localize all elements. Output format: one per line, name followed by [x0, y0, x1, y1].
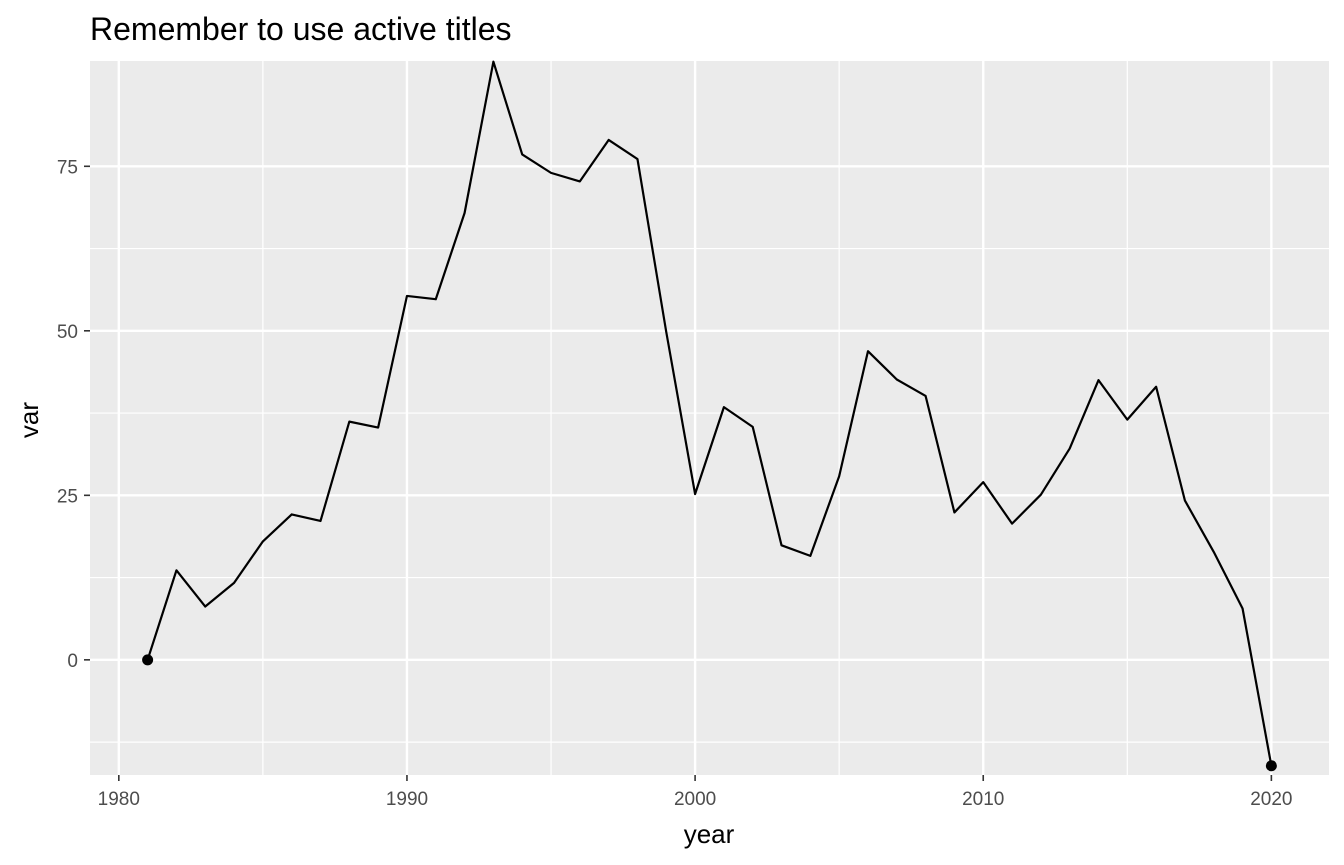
x-tick-label: 2010: [962, 789, 1004, 810]
y-axis: 0 25 50 75: [57, 157, 90, 672]
series-line: [146, 60, 1273, 766]
y-tick-label: 75: [57, 157, 78, 178]
major-gridlines: [90, 61, 1329, 775]
x-tick-label: 1980: [98, 789, 140, 810]
plot-panel: [90, 61, 1329, 775]
x-axis: 1980 1990 2000 2010 2020: [98, 775, 1293, 810]
chart-title: Remember to use active titles: [90, 11, 512, 47]
highlight-point: [142, 654, 154, 666]
x-tick-label: 2020: [1250, 789, 1292, 810]
x-axis-title: year: [684, 819, 735, 849]
y-tick-label: 25: [57, 486, 78, 507]
x-tick-label: 1990: [386, 789, 428, 810]
minor-gridlines: [90, 61, 1329, 775]
highlight-point: [1265, 760, 1277, 772]
y-tick-label: 0: [67, 651, 78, 672]
series-layer: [146, 60, 1273, 766]
x-tick-label: 2000: [674, 789, 716, 810]
y-axis-title: var: [14, 402, 44, 438]
highlight-points: [142, 654, 1277, 772]
y-tick-label: 50: [57, 322, 78, 343]
